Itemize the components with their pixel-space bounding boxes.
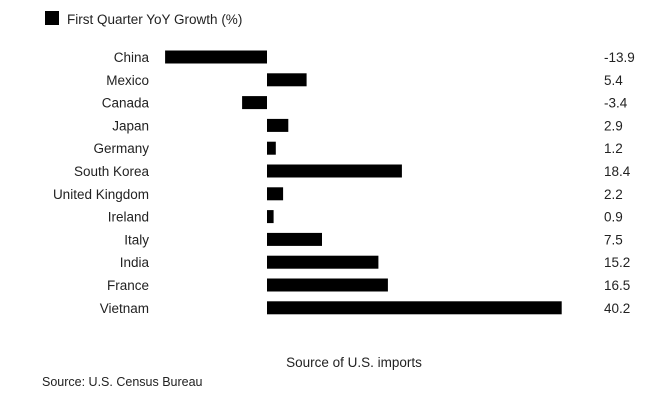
category-label: France <box>107 278 149 293</box>
category-label: Vietnam <box>100 301 149 316</box>
value-label: 15.2 <box>604 255 630 270</box>
category-label: Canada <box>102 96 150 111</box>
category-label: United Kingdom <box>53 187 149 202</box>
category-label: Mexico <box>106 73 149 88</box>
category-label: Germany <box>93 141 149 156</box>
bar <box>267 210 274 224</box>
bar <box>267 255 379 269</box>
value-label: 2.2 <box>604 187 623 202</box>
bar <box>267 301 562 315</box>
value-label: -3.4 <box>604 96 628 111</box>
bar <box>267 278 388 292</box>
value-label: 1.2 <box>604 141 623 156</box>
x-axis-label: Source of U.S. imports <box>286 355 422 370</box>
value-label: 18.4 <box>604 164 631 179</box>
legend-label: First Quarter YoY Growth (%) <box>67 12 242 27</box>
source-note: Source: U.S. Census Bureau <box>42 375 203 389</box>
value-label: 7.5 <box>604 232 623 247</box>
value-label: 5.4 <box>604 73 623 88</box>
category-label: Japan <box>112 118 149 133</box>
bars: China -13.9 Mexico 5.4 Canada -3.4 Japan 2.9 Ger… <box>53 50 635 316</box>
legend-swatch <box>45 11 59 25</box>
legend: First Quarter YoY Growth (%) <box>45 11 242 27</box>
category-label: South Korea <box>74 164 150 179</box>
category-label: China <box>114 50 150 65</box>
bar <box>267 164 402 178</box>
bar <box>165 50 267 64</box>
value-label: -13.9 <box>604 50 635 65</box>
bar <box>267 232 322 246</box>
value-label: 16.5 <box>604 278 630 293</box>
bar <box>267 187 284 201</box>
bar <box>267 73 307 87</box>
value-label: 0.9 <box>604 210 623 225</box>
value-label: 2.9 <box>604 118 623 133</box>
value-label: 40.2 <box>604 301 630 316</box>
category-label: Ireland <box>108 210 149 225</box>
bar <box>267 118 289 132</box>
bar <box>242 96 267 110</box>
category-label: India <box>120 255 150 270</box>
bar <box>267 141 276 155</box>
category-label: Italy <box>124 232 149 247</box>
